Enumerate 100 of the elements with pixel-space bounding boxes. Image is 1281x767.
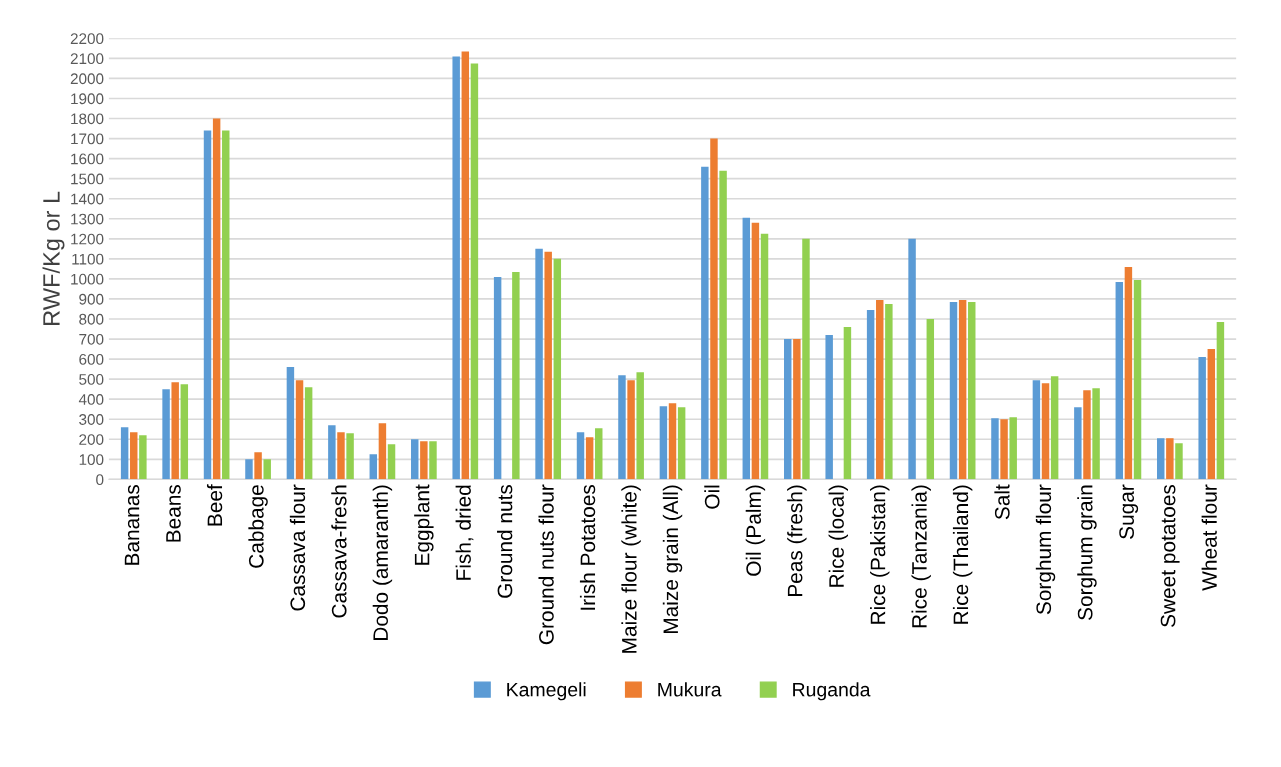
y-tick-label: 1900 [71,93,104,105]
y-tick-label: 2200 [70,33,104,45]
bar [130,432,138,480]
bar [876,299,884,480]
x-tick-label: Cassava flour [289,484,306,611]
bar [171,382,179,480]
bar [328,425,336,480]
bar [949,301,958,480]
bar [493,276,502,480]
y-tick-label: 400 [78,394,104,405]
bar [346,433,354,480]
y-tick-label: 200 [79,434,104,445]
x-tick-label: Salt [994,484,1010,520]
bar [710,138,718,480]
y-tick-label: 900 [79,293,104,305]
y-tick-label: 800 [79,313,104,325]
y-tick-label: 500 [79,374,104,385]
legend-label: Mukura [658,682,722,697]
y-tick-label: 2000 [70,73,104,85]
x-tick-label: Fish, dried [455,485,474,580]
bar [420,441,428,480]
x-tick-label: Beef [206,484,223,526]
y-tick-label: 1500 [71,173,104,185]
bar [162,389,170,480]
bar [254,452,262,480]
x-tick-label: Rice (Tanzania) [911,485,931,628]
bar [1050,376,1059,480]
x-tick-label: Dodo (amaranth) [372,485,393,640]
bar [1009,417,1017,480]
y-tick-label: 1000 [71,273,104,285]
bar [825,335,833,480]
legend-label: Ruganda [793,682,871,701]
bar [659,406,668,480]
bar [618,375,626,480]
bar [378,423,387,480]
bar [553,258,562,480]
bar [411,439,419,480]
bar [1032,380,1041,480]
y-tick-label: 600 [79,353,104,365]
bar [751,222,760,480]
bar [1133,279,1142,480]
y-tick-label: 1300 [71,213,104,225]
x-tick-label: Ground nuts flour [538,484,554,645]
bar [263,459,271,480]
bar [1216,322,1225,480]
bar [843,327,852,480]
bar [1166,438,1174,480]
x-tick-label: Oil [704,485,720,509]
bar [1074,407,1082,480]
y-tick-label: 1400 [71,193,104,205]
bar [1115,281,1124,480]
bar [784,339,792,480]
bar [1000,419,1008,480]
y-axis-title: RWF/Kg or L [42,191,65,325]
bar [908,238,916,480]
x-tick-label: Rice (Thailand) [952,485,973,624]
y-tick-label: 1600 [71,153,104,165]
bar [627,380,635,480]
x-tick-label: Rice (Pakistan) [870,485,890,624]
x-tick-label: Irish Potatoes [579,484,596,610]
x-tick-label: Peas (fresh) [787,485,807,596]
bar [1157,438,1165,480]
bar [212,118,221,480]
y-tick-label: 1800 [71,113,104,125]
bar [337,432,345,480]
x-tick-label: Eggplant [414,484,434,565]
x-tick-label: Maize grain (All) [662,485,683,634]
bar [1092,388,1100,480]
bar [802,238,810,480]
bar [139,435,147,480]
bar [120,427,129,480]
bar [958,299,967,480]
bar [968,301,976,480]
bar [719,170,727,480]
bar [677,407,686,480]
bar [885,303,893,480]
x-tick-label: Maize flour (white) [621,485,641,653]
x-tick-label: Sweet potatoes [1160,484,1180,627]
bar [991,418,999,480]
bar [793,339,801,480]
x-tick-label: Beans [166,484,181,542]
y-tick-label: 1200 [71,233,104,245]
bar [701,166,709,480]
bar [180,384,189,480]
bar [595,428,603,480]
bar [535,248,543,480]
bar [544,251,552,480]
x-tick-label: Sorghum flour [1035,484,1056,615]
bar [429,441,437,480]
bar [245,459,253,480]
bar [1198,357,1206,480]
bar [470,63,479,480]
bar [668,403,677,480]
y-tick-label: 300 [79,414,104,425]
bar [926,319,935,480]
x-tick-label: Ground nuts [497,484,513,598]
bar [203,130,212,480]
x-tick-label: Oil (Palm) [745,485,766,576]
bar [387,444,396,480]
bar [1207,349,1216,480]
